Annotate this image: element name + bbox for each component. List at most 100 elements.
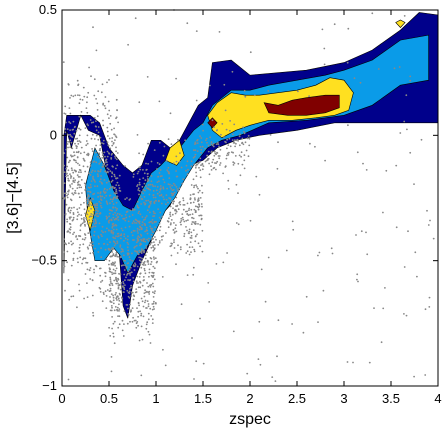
scatter-point [110,255,113,258]
scatter-point [109,300,112,302]
scatter-point [90,207,92,210]
scatter-point [120,214,123,217]
scatter-point [112,228,115,231]
scatter-point [109,268,111,271]
scatter-point [276,167,279,170]
scatter-point [116,212,119,215]
scatter-point [123,288,126,291]
scatter-point [122,281,125,283]
scatter-point [158,100,161,103]
scatter-point [72,193,75,196]
scatter-point [420,138,423,141]
scatter-point [269,134,272,136]
scatter-point [90,180,93,183]
scatter-point [69,129,71,132]
scatter-point [159,218,162,221]
scatter-point [145,323,148,326]
scatter-point [103,179,106,181]
scatter-point [99,180,101,183]
scatter-point [153,149,156,152]
scatter-point [93,179,96,182]
scatter-point [113,309,116,312]
scatter-point [81,192,83,194]
scatter-point [161,276,164,278]
scatter-point [314,145,316,148]
scatter-point [97,235,100,238]
scatter-point [153,300,155,303]
scatter-point [140,234,143,237]
scatter-point [201,184,203,187]
scatter-point [98,157,101,159]
scatter-point [83,182,86,185]
scatter-point [84,170,87,173]
scatter-point [193,186,195,189]
scatter-point [127,279,129,281]
scatter-point [78,94,81,97]
scatter-point [126,238,129,241]
scatter-point [119,244,122,247]
scatter-point [111,144,114,147]
scatter-point [122,335,125,337]
scatter-point [144,299,147,302]
scatter-point [83,219,86,222]
scatter-point [115,167,117,170]
scatter-point [89,278,92,280]
scatter-point [353,77,356,80]
scatter-point [82,218,85,221]
scatter-point [192,217,195,220]
scatter-point [111,316,113,318]
scatter-point [111,225,114,228]
scatter-point [249,51,252,54]
scatter-point [107,168,110,171]
scatter-point [110,248,113,251]
scatter-point [111,327,113,330]
scatter-point [179,246,182,249]
scatter-point [138,228,141,231]
scatter-point [108,79,110,81]
scatter-point [98,200,101,203]
scatter-point [190,231,193,234]
scatter-point [104,170,107,173]
scatter-point [136,227,139,230]
scatter-point [218,31,221,33]
scatter-point [173,247,176,249]
scatter-point [139,213,142,216]
scatter-point [120,264,123,267]
scatter-point [92,213,95,216]
scatter-point [110,175,113,178]
scatter-point [302,331,305,334]
scatter-point [150,263,152,266]
scatter-point [165,203,167,206]
scatter-point [128,215,131,218]
scatter-point [352,361,354,364]
scatter-point [175,196,178,199]
scatter-point [148,243,151,246]
scatter-point [91,241,94,244]
scatter-point [141,257,144,260]
scatter-point [102,190,105,193]
scatter-point [79,176,81,178]
scatter-point [158,163,161,166]
scatter-point [72,171,75,174]
scatter-point [108,187,111,190]
scatter-point [88,269,91,271]
scatter-point [127,243,130,246]
scatter-point [110,153,113,156]
scatter-point [67,210,70,213]
scatter-point [105,158,108,161]
scatter-point [150,227,152,230]
scatter-point [120,255,122,258]
scatter-point [69,223,72,226]
scatter-point [108,215,110,218]
scatter-point [117,232,120,235]
scatter-point [222,172,225,175]
scatter-point [76,187,79,190]
scatter-point [122,291,125,293]
scatter-point [96,185,99,188]
scatter-point [114,206,117,209]
scatter-point [74,189,77,192]
scatter-point [123,269,126,271]
scatter-point [285,249,288,252]
scatter-point [190,160,193,163]
scatter-point [118,323,121,326]
